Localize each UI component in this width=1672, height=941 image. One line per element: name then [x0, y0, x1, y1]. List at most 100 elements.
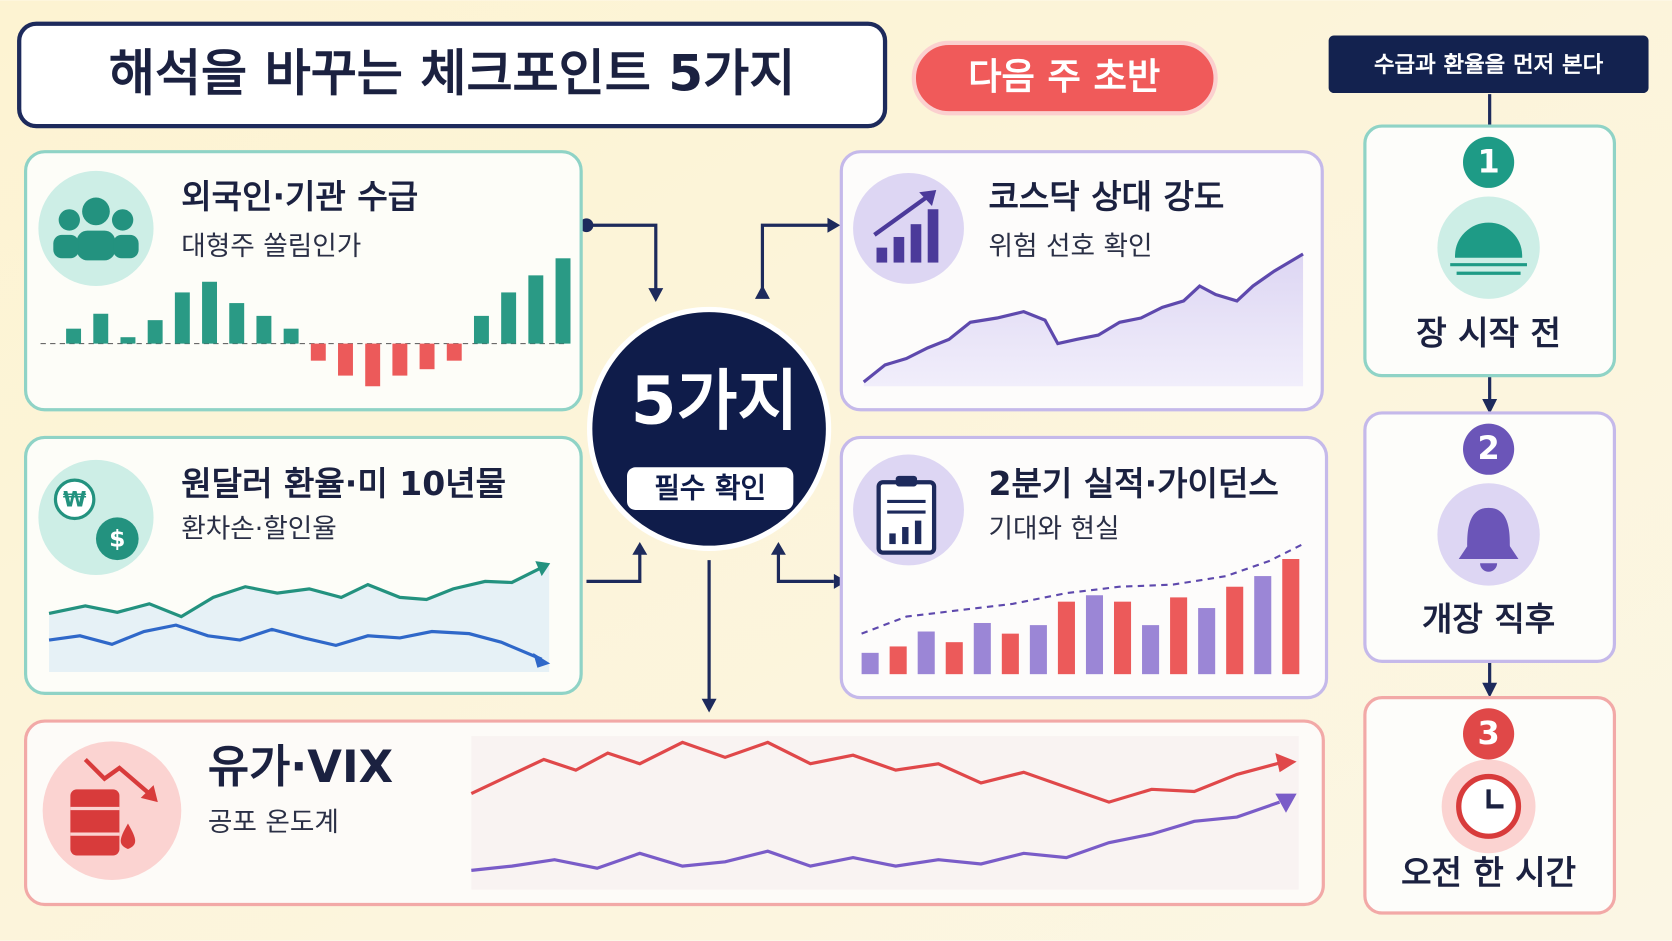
mini-chart — [66, 258, 571, 387]
bell-icon — [1458, 507, 1519, 572]
trend-line — [861, 543, 1304, 635]
arrow — [586, 223, 658, 295]
bar — [917, 631, 935, 675]
card-title: 외국인·기관 수급 — [181, 177, 418, 216]
bar — [973, 622, 991, 675]
step-label: 오전 한 시간 — [1401, 853, 1576, 892]
card-subtitle: 기대와 현실 — [988, 514, 1119, 545]
timeline-header: 수급과 환율을 먼저 본다 — [1374, 52, 1604, 78]
dollar-symbol: $ — [109, 524, 125, 552]
card: ₩ $ 원달러 환율·미 10년물 환차손·할인율 — [23, 435, 583, 695]
bar — [1226, 586, 1244, 675]
bar — [446, 343, 462, 361]
step-label: 개장 직후 — [1422, 599, 1555, 638]
bar — [1113, 601, 1132, 675]
sunrise-icon — [1450, 222, 1527, 275]
bar — [283, 328, 299, 344]
badge-box — [911, 40, 1218, 116]
bar — [889, 646, 907, 675]
card: 외국인·기관 수급 대형주 쏠림인가 — [23, 150, 583, 412]
title-box — [17, 21, 888, 129]
bar — [66, 328, 82, 344]
area — [49, 563, 550, 673]
bar — [202, 281, 217, 344]
card-subtitle: 대형주 쏠림인가 — [181, 231, 361, 262]
step-number: 1 — [1477, 142, 1499, 180]
center-node: 5가지 필수 확인 — [587, 306, 832, 552]
card-subtitle: 공포 온도계 — [208, 807, 339, 838]
bar — [120, 337, 136, 344]
bar — [229, 303, 245, 344]
step-number-circle — [1463, 708, 1515, 760]
area — [863, 254, 1304, 387]
center-label-box — [627, 467, 794, 510]
card-title: 코스닥 상대 강도 — [988, 177, 1224, 216]
bar — [310, 343, 326, 361]
header: 해석을 바꾸는 체크포인트 5가지 다음 주 초반 — [17, 21, 1218, 129]
icon — [853, 172, 964, 284]
card: 유가·VIX 공포 온도계 — [23, 719, 1325, 907]
bar — [419, 343, 435, 370]
line — [48, 566, 543, 619]
bar — [392, 343, 408, 376]
bar — [1085, 595, 1104, 675]
line — [862, 252, 1304, 384]
step-number-circle — [1463, 136, 1515, 188]
bar — [501, 292, 517, 344]
center-title: 5가지 — [631, 363, 799, 440]
step-number: 2 — [1477, 429, 1499, 467]
bar — [1029, 625, 1047, 675]
arrow — [776, 549, 834, 583]
card-title: 원달러 환율·미 10년물 — [181, 464, 506, 503]
step-number-circle — [1463, 423, 1515, 475]
card-subtitle: 위험 선호 확인 — [988, 231, 1152, 262]
bar — [338, 343, 353, 376]
center-subtitle: 필수 확인 — [654, 472, 766, 505]
timeline-header-box — [1328, 35, 1649, 94]
bar — [861, 652, 879, 675]
bar — [1170, 597, 1188, 675]
bar — [256, 315, 272, 344]
bar — [528, 275, 544, 344]
bar — [365, 343, 381, 387]
bar — [1198, 608, 1216, 675]
bar — [1001, 633, 1019, 675]
card: 코스닥 상대 강도 위험 선호 확인 — [839, 150, 1324, 412]
bar — [945, 642, 963, 675]
dollar-icon — [95, 517, 139, 561]
won-icon — [53, 478, 96, 521]
timeline: 수급과 환율을 먼저 본다 1 장 시작 전 2 개장 직후 3 오전 한 시간 — [1328, 35, 1649, 915]
steps: 1 장 시작 전 2 개장 직후 3 오전 한 시간 — [1363, 124, 1617, 915]
arrowhead — [533, 652, 551, 668]
bar — [555, 258, 571, 344]
icon — [38, 459, 154, 575]
bar — [1254, 576, 1272, 675]
arrow — [586, 549, 642, 583]
bar — [1142, 625, 1160, 675]
card: 2분기 실적·가이던스 기대와 현실 — [839, 435, 1329, 700]
clock-hands — [1486, 789, 1504, 809]
oil-icon — [70, 757, 158, 856]
mini-chart — [861, 559, 1300, 675]
arrowhead — [1275, 793, 1297, 813]
card-title: 유가·VIX — [208, 740, 393, 793]
step-number: 3 — [1477, 714, 1499, 752]
bar — [473, 315, 489, 344]
arrow — [760, 223, 830, 295]
line — [48, 623, 543, 661]
line — [470, 740, 1286, 804]
bar — [1282, 559, 1300, 675]
people-icon — [53, 197, 139, 261]
step-label: 장 시작 전 — [1416, 314, 1561, 353]
bar — [1057, 601, 1075, 675]
bar — [147, 320, 163, 344]
won-symbol: ₩ — [63, 487, 87, 512]
title: 해석을 바꾸는 체크포인트 5가지 — [109, 44, 796, 103]
growth-icon — [873, 190, 939, 263]
line — [471, 800, 1281, 872]
arrowhead — [535, 561, 551, 577]
bar — [93, 313, 109, 344]
report-icon — [876, 475, 937, 555]
